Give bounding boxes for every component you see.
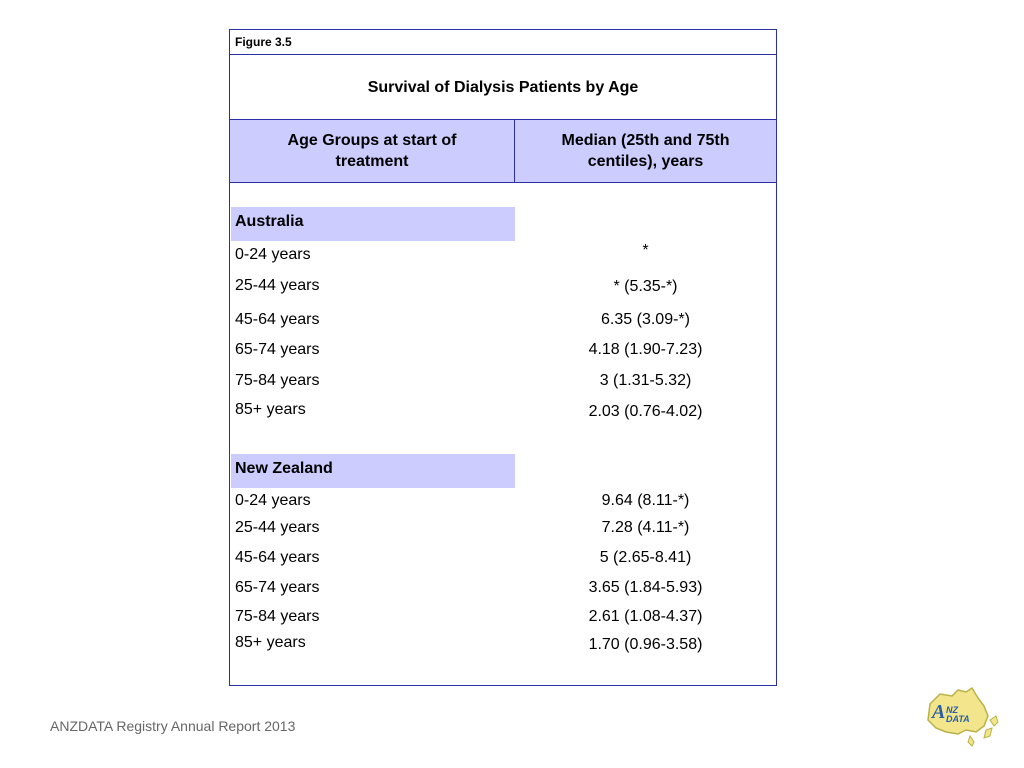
- table-row-age: 0-24 years: [235, 246, 311, 263]
- table-row-age: 85+ years: [235, 634, 306, 651]
- table-row-age: 45-64 years: [235, 311, 320, 328]
- table-row-value: 3.65 (1.84-5.93): [588, 579, 703, 596]
- figure-title: Survival of Dialysis Patients by Age: [230, 55, 776, 120]
- table-row-age: 75-84 years: [235, 608, 320, 625]
- logo-letters-data: DATA: [946, 714, 970, 724]
- table-row-age: 65-74 years: [235, 341, 320, 358]
- section-australia: Australia: [231, 207, 515, 241]
- logo-letters-nz: NZ: [946, 705, 958, 715]
- table-row-age: 85+ years: [235, 401, 306, 418]
- header-median-text: Median (25th and 75th centiles), years: [561, 132, 730, 170]
- table-row-age: 45-64 years: [235, 549, 320, 566]
- table-row-value: 9.64 (8.11-*): [601, 492, 690, 509]
- table-row-value: 1.70 (0.96-3.58): [588, 636, 703, 653]
- table-row-value: 6.35 (3.09-*): [601, 311, 690, 328]
- table-row-age: 75-84 years: [235, 372, 320, 389]
- footer-text: ANZDATA Registry Annual Report 2013: [50, 718, 296, 734]
- table-row-value: 3 (1.31-5.32): [599, 372, 692, 389]
- table-row-age: 25-44 years: [235, 277, 320, 294]
- header-median: Median (25th and 75th centiles), years: [515, 120, 776, 183]
- table-row-value: * (5.35-*): [613, 278, 678, 295]
- section-new-zealand: New Zealand: [231, 454, 515, 488]
- figure-table: Figure 3.5 Survival of Dialysis Patients…: [229, 29, 777, 686]
- anzdata-logo-icon: A NZ DATA: [927, 686, 999, 747]
- table-row-value: 5 (2.65-8.41): [599, 549, 692, 566]
- table-row-age: 25-44 years: [235, 519, 320, 536]
- table-row-value: 4.18 (1.90-7.23): [588, 341, 703, 358]
- table-row-age: 65-74 years: [235, 579, 320, 596]
- logo-letter-a: A: [930, 701, 945, 723]
- figure-label: Figure 3.5: [230, 30, 776, 55]
- header-age-groups: Age Groups at start of treatment: [230, 120, 515, 183]
- header-age-groups-text: Age Groups at start of treatment: [287, 132, 457, 170]
- table-row-value: 7.28 (4.11-*): [601, 519, 690, 536]
- anzdata-logo: A NZ DATA: [922, 686, 1002, 753]
- table-row-value: 2.61 (1.08-4.37): [588, 608, 703, 625]
- table-row-value: 2.03 (0.76-4.02): [588, 403, 703, 420]
- table-row-value: *: [642, 242, 649, 259]
- table-row-age: 0-24 years: [235, 492, 311, 509]
